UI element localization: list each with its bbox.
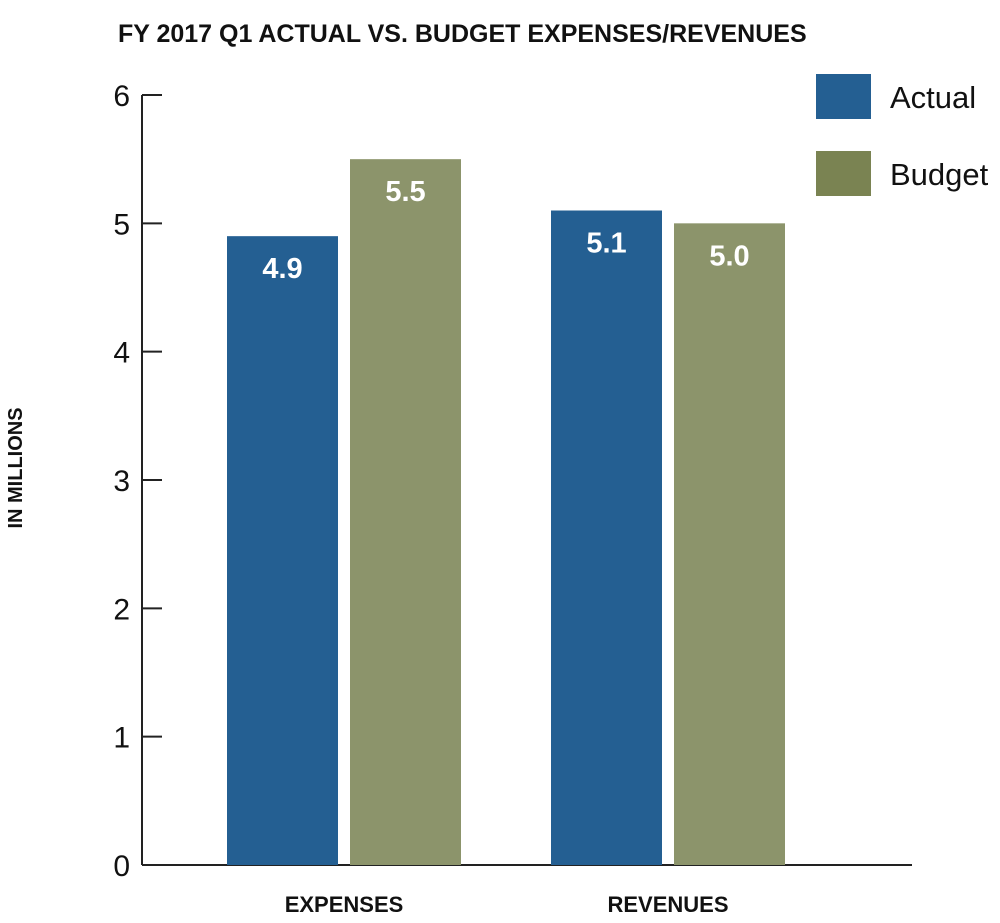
x-category-label: EXPENSES — [285, 892, 404, 917]
legend-swatch-budget — [816, 151, 871, 196]
bar-budget-revenues — [674, 223, 785, 866]
y-axis-label: IN MILLIONS — [5, 407, 27, 528]
y-tick-label: 1 — [113, 722, 130, 755]
bar-actual-expenses — [227, 236, 338, 865]
data-label: 5.1 — [586, 228, 626, 260]
legend-label-actual: Actual — [890, 80, 976, 115]
x-axis-categories: EXPENSES REVENUES — [285, 892, 729, 917]
bars-group: 4.9 5.5 5.1 5.0 — [227, 159, 785, 866]
legend: Actual Budget — [816, 74, 989, 196]
legend-label-budget: Budget — [890, 157, 989, 192]
legend-swatch-actual — [816, 74, 871, 119]
y-tick-label: 3 — [113, 465, 130, 498]
x-category-label: REVENUES — [607, 892, 728, 917]
y-tick-label: 4 — [113, 337, 130, 370]
bar-budget-expenses — [350, 159, 461, 865]
data-label: 5.5 — [385, 176, 425, 208]
bar-actual-revenues — [551, 210, 662, 865]
data-label: 5.0 — [709, 240, 749, 272]
y-tick-label: 5 — [113, 208, 130, 241]
y-tick-label: 2 — [113, 593, 130, 626]
y-axis-ticks: 0 1 2 3 4 5 6 — [113, 80, 162, 883]
chart-title: FY 2017 Q1 ACTUAL VS. BUDGET EXPENSES/RE… — [118, 20, 807, 48]
data-label: 4.9 — [262, 253, 302, 285]
y-tick-label: 6 — [113, 80, 130, 113]
y-tick-label: 0 — [113, 850, 130, 883]
